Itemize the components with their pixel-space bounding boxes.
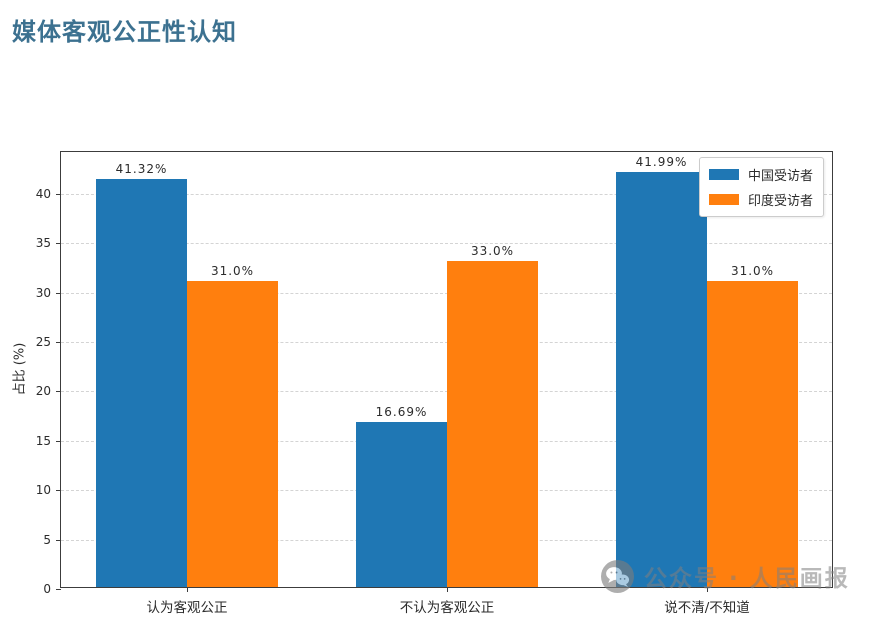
bar-印度受访者-不认为客观公正 bbox=[447, 261, 538, 587]
legend-swatch bbox=[708, 169, 739, 180]
y-tick-mark bbox=[56, 589, 61, 590]
bar-中国受访者-说不清/不知道 bbox=[616, 172, 707, 587]
bar-value-label: 41.32% bbox=[115, 161, 168, 176]
page-title: 媒体客观公正性认知 bbox=[12, 17, 237, 46]
x-tick-mark bbox=[447, 587, 448, 592]
bar-中国受访者-不认为客观公正 bbox=[356, 422, 447, 587]
y-tick-label: 5 bbox=[43, 532, 51, 547]
y-tick-label: 15 bbox=[35, 433, 51, 448]
bar-value-label: 31.0% bbox=[730, 263, 775, 278]
y-tick-label: 10 bbox=[35, 483, 51, 498]
bar-value-label: 31.0% bbox=[210, 263, 255, 278]
x-category-label: 说不清/不知道 bbox=[664, 600, 750, 616]
x-tick-mark bbox=[707, 587, 708, 592]
y-tick-mark bbox=[56, 490, 61, 492]
y-tick-mark bbox=[56, 440, 61, 442]
x-category-label: 不认为客观公正 bbox=[399, 600, 495, 616]
y-gridline bbox=[61, 292, 832, 294]
bar-value-label: 41.99% bbox=[635, 155, 688, 170]
y-gridline bbox=[61, 193, 832, 195]
bar-中国受访者-认为客观公正 bbox=[96, 178, 187, 587]
legend-label: 印度受访者 bbox=[747, 194, 813, 209]
y-tick-label: 20 bbox=[35, 384, 51, 399]
legend-label: 中国受访者 bbox=[747, 169, 813, 184]
y-tick-mark bbox=[56, 539, 61, 541]
legend-swatch bbox=[708, 194, 739, 205]
legend-item: 印度受访者 bbox=[708, 190, 813, 209]
y-tick-mark bbox=[56, 391, 61, 393]
y-tick-label: 30 bbox=[35, 285, 51, 300]
y-tick-label: 35 bbox=[35, 236, 51, 251]
y-gridline bbox=[61, 391, 832, 393]
bar-value-label: 33.0% bbox=[470, 244, 515, 259]
y-gridline bbox=[61, 243, 832, 245]
bar-chart-plot-area: 0 5 10 15 20 25 30 35 40 41.32% 31.0% 认为客观公正 16.69% 3… bbox=[36, 151, 833, 616]
y-tick-label: 25 bbox=[35, 335, 51, 350]
y-axis-title: 占比 (%) bbox=[12, 342, 28, 396]
y-tick-mark bbox=[56, 292, 61, 294]
legend-item: 中国受访者 bbox=[708, 165, 813, 184]
x-category-label: 认为客观公正 bbox=[146, 600, 228, 616]
y-gridline bbox=[61, 342, 832, 344]
y-tick-label: 0 bbox=[43, 582, 51, 596]
y-tick-label: 40 bbox=[35, 186, 51, 201]
y-tick-mark bbox=[56, 243, 61, 245]
bar-印度受访者-说不清/不知道 bbox=[707, 280, 798, 587]
y-tick-mark bbox=[56, 342, 61, 344]
bar-value-label: 16.69% bbox=[375, 405, 428, 420]
x-tick-mark bbox=[187, 587, 188, 592]
y-tick-mark bbox=[56, 193, 61, 195]
bar-印度受访者-认为客观公正 bbox=[187, 280, 278, 587]
legend: 中国受访者印度受访者 bbox=[698, 157, 824, 217]
